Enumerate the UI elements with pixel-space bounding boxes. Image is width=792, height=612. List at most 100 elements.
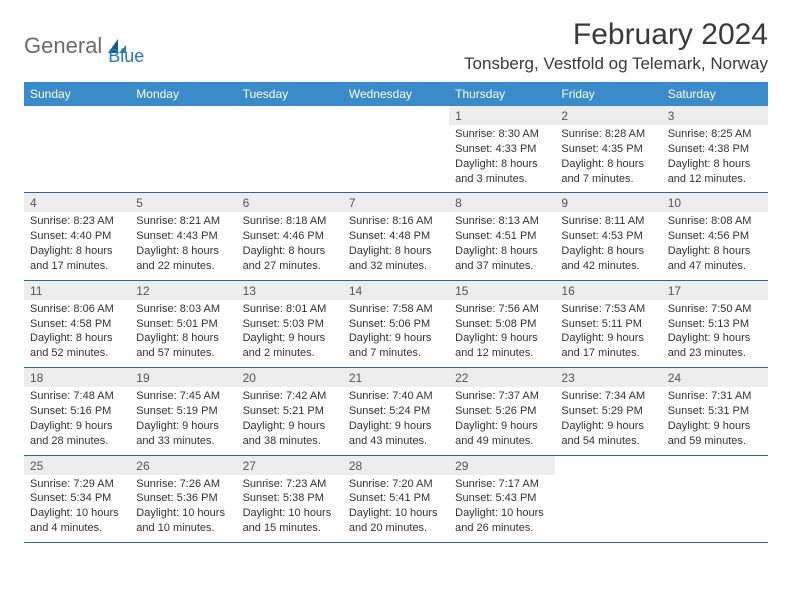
sunset-text: Sunset: 4:58 PM: [30, 317, 124, 332]
day-number-row: 2526272829: [24, 455, 768, 475]
day-number: 3: [662, 106, 768, 125]
sunrise-text: Sunrise: 7:31 AM: [668, 389, 762, 404]
sunset-text: Sunset: 5:29 PM: [561, 404, 655, 419]
day-number: 6: [237, 193, 343, 213]
day-cell: [24, 125, 130, 193]
daylight-text: Daylight: 8 hours: [243, 244, 337, 259]
sunrise-text: Sunrise: 7:34 AM: [561, 389, 655, 404]
daylight-text: and 42 minutes.: [561, 259, 655, 274]
weekday-header: Sunday: [24, 82, 130, 106]
day-cell: Sunrise: 8:18 AMSunset: 4:46 PMDaylight:…: [237, 212, 343, 280]
sunset-text: Sunset: 4:43 PM: [136, 229, 230, 244]
daylight-text: Daylight: 9 hours: [561, 331, 655, 346]
day-cell: Sunrise: 7:45 AMSunset: 5:19 PMDaylight:…: [130, 387, 236, 455]
daylight-text: and 15 minutes.: [243, 521, 337, 536]
sunset-text: Sunset: 5:34 PM: [30, 491, 124, 506]
day-number: 14: [343, 280, 449, 300]
day-number: 22: [449, 368, 555, 388]
weekday-header: Tuesday: [237, 82, 343, 106]
daylight-text: Daylight: 10 hours: [243, 506, 337, 521]
daylight-text: and 59 minutes.: [668, 434, 762, 449]
day-number: 7: [343, 193, 449, 213]
day-number-row: 45678910: [24, 193, 768, 213]
daylight-text: Daylight: 9 hours: [349, 331, 443, 346]
daylight-text: Daylight: 9 hours: [30, 419, 124, 434]
day-cell: [237, 125, 343, 193]
daylight-text: and 57 minutes.: [136, 346, 230, 361]
day-cell: Sunrise: 8:23 AMSunset: 4:40 PMDaylight:…: [24, 212, 130, 280]
day-number: [237, 106, 343, 125]
daylight-text: and 49 minutes.: [455, 434, 549, 449]
sunset-text: Sunset: 4:33 PM: [455, 142, 549, 157]
logo-text-blue: Blue: [108, 46, 144, 67]
day-number: 2: [555, 106, 661, 125]
sunset-text: Sunset: 5:06 PM: [349, 317, 443, 332]
daylight-text: Daylight: 9 hours: [455, 331, 549, 346]
daylight-text: Daylight: 9 hours: [455, 419, 549, 434]
day-number: 27: [237, 455, 343, 475]
daylight-text: Daylight: 8 hours: [349, 244, 443, 259]
daylight-text: and 2 minutes.: [243, 346, 337, 361]
day-number: 20: [237, 368, 343, 388]
daylight-text: and 3 minutes.: [455, 172, 549, 187]
day-cell: Sunrise: 7:20 AMSunset: 5:41 PMDaylight:…: [343, 475, 449, 543]
day-cell: Sunrise: 8:01 AMSunset: 5:03 PMDaylight:…: [237, 300, 343, 368]
weekday-header: Friday: [555, 82, 661, 106]
day-cell: Sunrise: 8:03 AMSunset: 5:01 PMDaylight:…: [130, 300, 236, 368]
sunrise-text: Sunrise: 8:01 AM: [243, 302, 337, 317]
day-number: 16: [555, 280, 661, 300]
sunset-text: Sunset: 5:01 PM: [136, 317, 230, 332]
sunset-text: Sunset: 4:38 PM: [668, 142, 762, 157]
sunset-text: Sunset: 5:38 PM: [243, 491, 337, 506]
daylight-text: and 4 minutes.: [30, 521, 124, 536]
day-number: 12: [130, 280, 236, 300]
day-number: 28: [343, 455, 449, 475]
sunrise-text: Sunrise: 7:45 AM: [136, 389, 230, 404]
sunrise-text: Sunrise: 7:40 AM: [349, 389, 443, 404]
sunset-text: Sunset: 4:48 PM: [349, 229, 443, 244]
day-cell: Sunrise: 7:56 AMSunset: 5:08 PMDaylight:…: [449, 300, 555, 368]
day-number: 8: [449, 193, 555, 213]
daylight-text: and 26 minutes.: [455, 521, 549, 536]
daylight-text: Daylight: 10 hours: [30, 506, 124, 521]
day-number: 5: [130, 193, 236, 213]
day-number: 1: [449, 106, 555, 125]
day-cell: Sunrise: 7:40 AMSunset: 5:24 PMDaylight:…: [343, 387, 449, 455]
day-number: 24: [662, 368, 768, 388]
day-cell: Sunrise: 7:48 AMSunset: 5:16 PMDaylight:…: [24, 387, 130, 455]
sunrise-text: Sunrise: 8:18 AM: [243, 214, 337, 229]
daylight-text: Daylight: 9 hours: [668, 419, 762, 434]
daylight-text: and 27 minutes.: [243, 259, 337, 274]
day-number: 18: [24, 368, 130, 388]
daylight-text: and 32 minutes.: [349, 259, 443, 274]
day-cell: Sunrise: 7:42 AMSunset: 5:21 PMDaylight:…: [237, 387, 343, 455]
sunrise-text: Sunrise: 8:08 AM: [668, 214, 762, 229]
sunset-text: Sunset: 4:56 PM: [668, 229, 762, 244]
day-cell: Sunrise: 7:23 AMSunset: 5:38 PMDaylight:…: [237, 475, 343, 543]
day-info-row: Sunrise: 8:23 AMSunset: 4:40 PMDaylight:…: [24, 212, 768, 280]
weekday-header: Thursday: [449, 82, 555, 106]
daylight-text: Daylight: 8 hours: [30, 244, 124, 259]
sunrise-text: Sunrise: 7:23 AM: [243, 477, 337, 492]
sunrise-text: Sunrise: 8:16 AM: [349, 214, 443, 229]
daylight-text: Daylight: 8 hours: [561, 244, 655, 259]
daylight-text: Daylight: 8 hours: [136, 244, 230, 259]
sunrise-text: Sunrise: 7:58 AM: [349, 302, 443, 317]
sunrise-text: Sunrise: 7:26 AM: [136, 477, 230, 492]
day-number: [662, 455, 768, 475]
sunrise-text: Sunrise: 7:29 AM: [30, 477, 124, 492]
day-number: 25: [24, 455, 130, 475]
day-cell: [662, 475, 768, 543]
sunrise-text: Sunrise: 7:48 AM: [30, 389, 124, 404]
day-cell: Sunrise: 8:06 AMSunset: 4:58 PMDaylight:…: [24, 300, 130, 368]
daylight-text: and 33 minutes.: [136, 434, 230, 449]
daylight-text: and 22 minutes.: [136, 259, 230, 274]
daylight-text: and 20 minutes.: [349, 521, 443, 536]
daylight-text: and 12 minutes.: [455, 346, 549, 361]
sunset-text: Sunset: 4:35 PM: [561, 142, 655, 157]
sunset-text: Sunset: 5:31 PM: [668, 404, 762, 419]
sunset-text: Sunset: 5:41 PM: [349, 491, 443, 506]
day-info-row: Sunrise: 8:06 AMSunset: 4:58 PMDaylight:…: [24, 300, 768, 368]
weekday-header: Monday: [130, 82, 236, 106]
sunset-text: Sunset: 5:43 PM: [455, 491, 549, 506]
